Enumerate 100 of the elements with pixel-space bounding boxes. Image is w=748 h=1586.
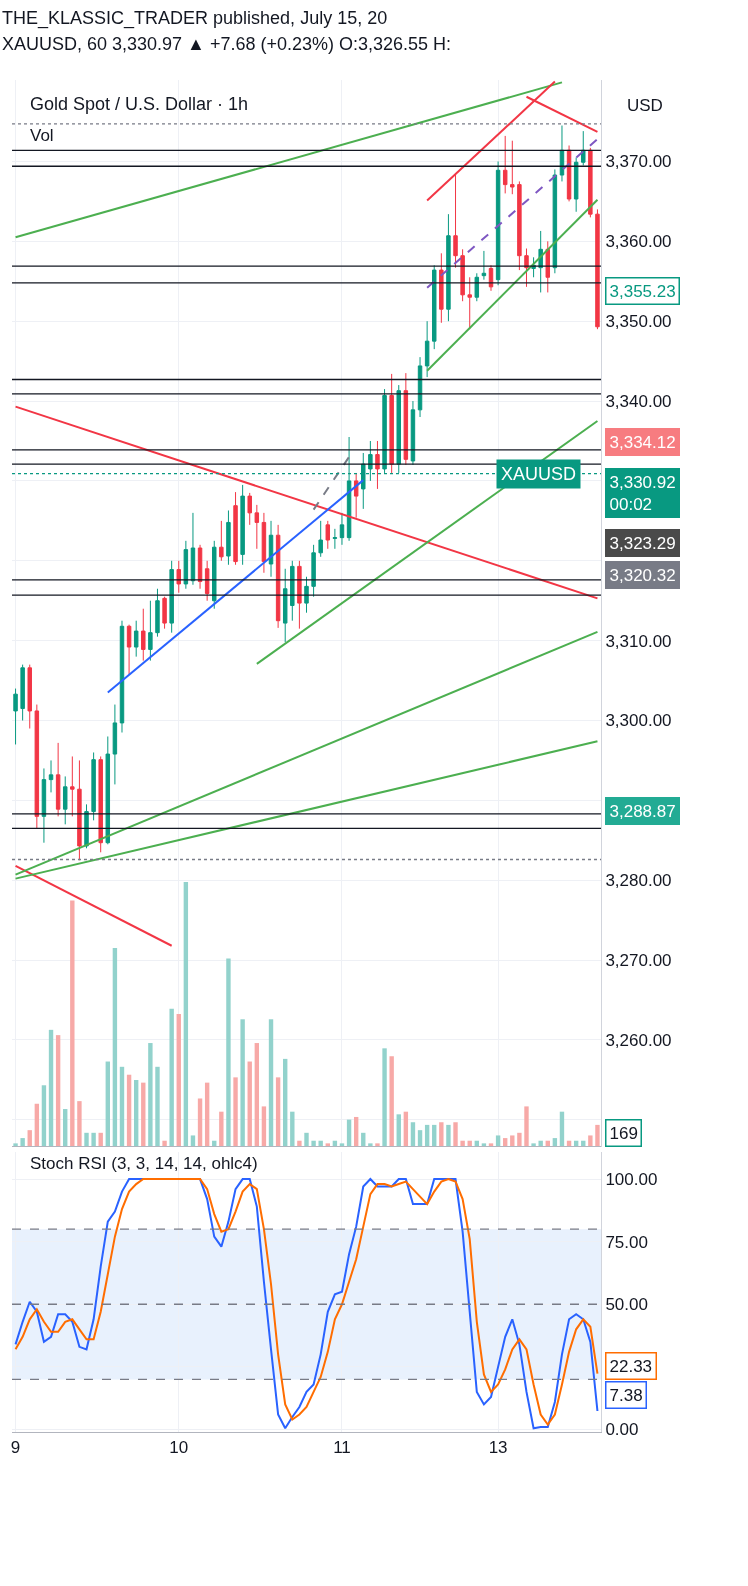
bar [588, 1135, 593, 1146]
bar [503, 1138, 508, 1146]
bar [311, 1140, 316, 1146]
text: 7.38 [609, 1385, 643, 1405]
y-tick-label: 3,370.00 [605, 152, 672, 172]
candlestick [55, 742, 61, 817]
candlestick [141, 608, 146, 662]
bar [524, 1106, 529, 1146]
candlestick [133, 620, 139, 658]
y-tick-label: 3,270.00 [605, 951, 672, 971]
bar [439, 1122, 444, 1146]
candlestick [332, 528, 338, 550]
candlestick [233, 491, 238, 566]
candlestick [389, 373, 394, 474]
y-tick-label: 75.00 [605, 1232, 648, 1252]
bar [339, 1143, 345, 1146]
candlestick [325, 520, 331, 550]
text: 3,334.12 [609, 432, 676, 452]
candlestick [70, 755, 75, 817]
x-tick-label: 9 [10, 1438, 21, 1458]
bar [268, 1019, 274, 1146]
bar [48, 1029, 54, 1146]
candlestick [226, 509, 231, 566]
bar [98, 1132, 103, 1146]
candlestick [424, 320, 430, 378]
bar [226, 958, 231, 1146]
candlestick [588, 147, 593, 218]
candlestick [254, 504, 260, 550]
bar [233, 1077, 238, 1146]
candlestick [27, 664, 32, 730]
candlestick [297, 560, 302, 630]
candlestick [446, 213, 451, 322]
bar [13, 1143, 18, 1146]
candlestick [474, 272, 480, 302]
bar [41, 1085, 47, 1146]
candlestick [467, 276, 472, 330]
x-tick-label: 11 [333, 1438, 351, 1458]
bar [63, 1109, 68, 1146]
bar [595, 1124, 600, 1146]
candlestick [62, 775, 68, 825]
text: THE_KLASSIC_TRADER published, July 15, 20 [2, 8, 388, 29]
bar [105, 1061, 110, 1146]
candlestick [432, 264, 437, 350]
y-axis-title: USD [627, 96, 663, 115]
bar [112, 948, 118, 1146]
bar [126, 1074, 132, 1146]
bar [389, 1056, 394, 1146]
candlestick [176, 560, 181, 594]
candlestick [119, 620, 125, 733]
candlestick [339, 512, 345, 546]
bar [325, 1143, 330, 1146]
bar [190, 1135, 196, 1146]
candlestick [460, 248, 465, 302]
bar [290, 1111, 295, 1146]
bar [559, 1111, 565, 1146]
bar [510, 1135, 515, 1146]
text: 169 [609, 1123, 638, 1143]
candlestick [204, 560, 210, 602]
y-tick-label: 3,310.00 [605, 631, 672, 651]
candlestick [162, 596, 167, 630]
bar [460, 1140, 465, 1146]
y-tick-label: 50.00 [605, 1295, 648, 1315]
text: 3,355.23 [609, 281, 676, 301]
candlestick [552, 168, 558, 274]
bar [155, 1066, 160, 1146]
bar [488, 1143, 494, 1146]
candlestick [268, 520, 274, 578]
bar [91, 1132, 96, 1146]
candlestick [311, 544, 316, 598]
candlestick [126, 624, 132, 675]
bar [318, 1140, 323, 1146]
candlestick [247, 492, 252, 526]
candlestick [219, 520, 224, 562]
bar [169, 1008, 174, 1146]
candlestick [91, 751, 96, 821]
candlestick [20, 664, 25, 722]
text: Gold Spot / U.S. Dollar · 1h [30, 94, 249, 114]
bar [495, 1135, 501, 1146]
bar [34, 1103, 40, 1146]
y-tick-label: 3,260.00 [605, 1030, 672, 1050]
candlestick [183, 540, 189, 590]
bar [275, 1077, 281, 1146]
candlestick [98, 755, 103, 853]
text: XAUUSD, 60 3,330.97 ▲ +7.68 (+0.23%) O:3,326.55 H: [2, 34, 452, 54]
bar [20, 1138, 25, 1146]
bar [368, 1143, 373, 1146]
candlestick [240, 484, 245, 566]
candlestick [105, 735, 111, 845]
candlestick [148, 600, 153, 662]
y-tick-label: 0.00 [605, 1420, 639, 1440]
bar [481, 1143, 487, 1146]
text: 3,288.87 [609, 801, 676, 821]
bar [283, 1058, 288, 1146]
y-tick-label: 3,360.00 [605, 232, 672, 252]
bar [410, 1122, 416, 1146]
candlestick [13, 688, 18, 745]
bar [417, 1130, 423, 1146]
candlestick [559, 125, 565, 182]
bar [297, 1140, 302, 1146]
bar [176, 1014, 181, 1146]
